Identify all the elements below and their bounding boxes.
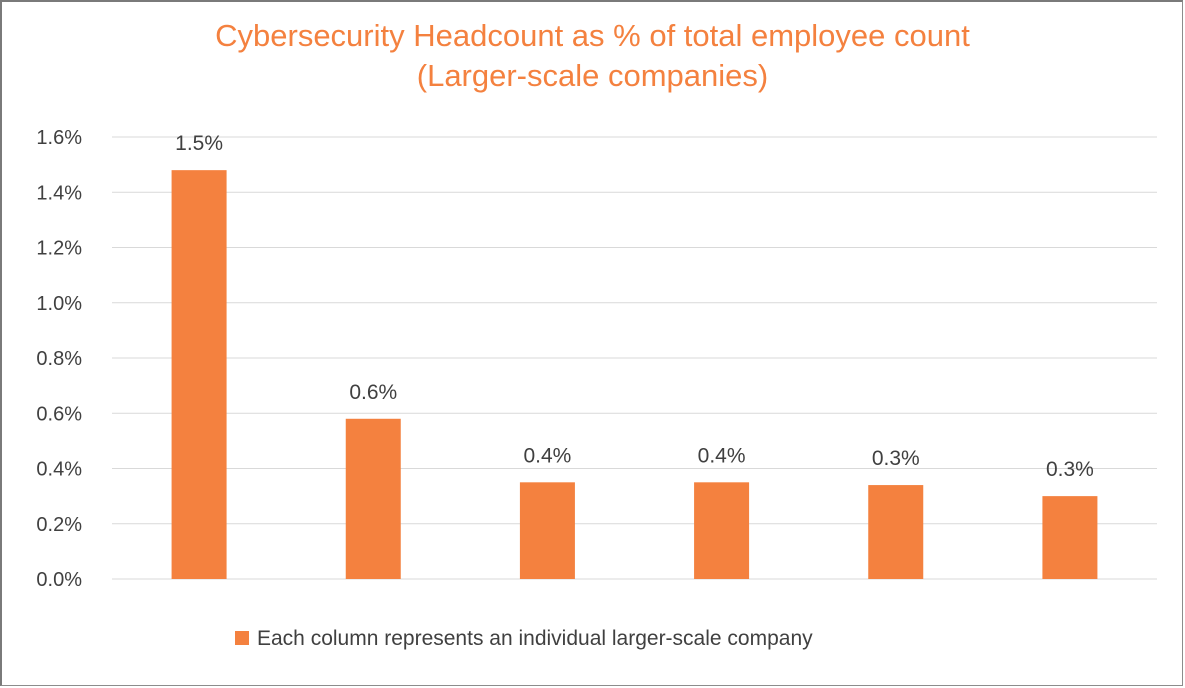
data-label: 0.4%	[698, 444, 746, 467]
y-tick-label: 0.6%	[36, 403, 82, 425]
y-tick-label: 1.4%	[36, 182, 82, 204]
chart-subtitle: (Larger-scale companies)	[416, 58, 769, 93]
y-tick-label: 1.2%	[36, 238, 82, 260]
y-tick-label: 0.2%	[36, 514, 82, 536]
data-label: 0.6%	[349, 381, 397, 404]
y-axis: 0.0% 0.2% 0.4% 0.6% 0.8% 1.0% 1.2% 1.4% 1.6%	[36, 127, 82, 591]
y-tick-label: 1.0%	[36, 293, 82, 315]
bar	[345, 418, 401, 579]
y-tick-label: 0.0%	[36, 569, 82, 591]
bars	[171, 170, 1098, 579]
data-label: 0.3%	[872, 447, 920, 470]
data-labels: 1.5% 0.6% 0.4% 0.4% 0.3% 0.3%	[175, 132, 1094, 481]
data-label: 0.3%	[1046, 458, 1094, 481]
bar	[1042, 496, 1098, 579]
legend-entry: Each column represents an individual lar…	[257, 627, 813, 650]
legend-swatch	[235, 631, 249, 645]
chart-title-block: Cybersecurity Headcount as % of total em…	[0, 16, 1185, 96]
bar	[519, 482, 575, 579]
y-tick-label: 0.4%	[36, 459, 82, 481]
bar	[694, 482, 750, 579]
y-tick-label: 1.6%	[36, 127, 82, 149]
chart-title: Cybersecurity Headcount as % of total em…	[215, 18, 970, 53]
data-label: 1.5%	[175, 132, 223, 155]
gridlines	[112, 136, 1157, 580]
bar	[171, 170, 227, 579]
bar	[868, 485, 924, 579]
y-tick-label: 0.8%	[36, 348, 82, 370]
data-label: 0.4%	[523, 444, 571, 467]
legend: Each column represents an individual lar…	[235, 627, 813, 650]
